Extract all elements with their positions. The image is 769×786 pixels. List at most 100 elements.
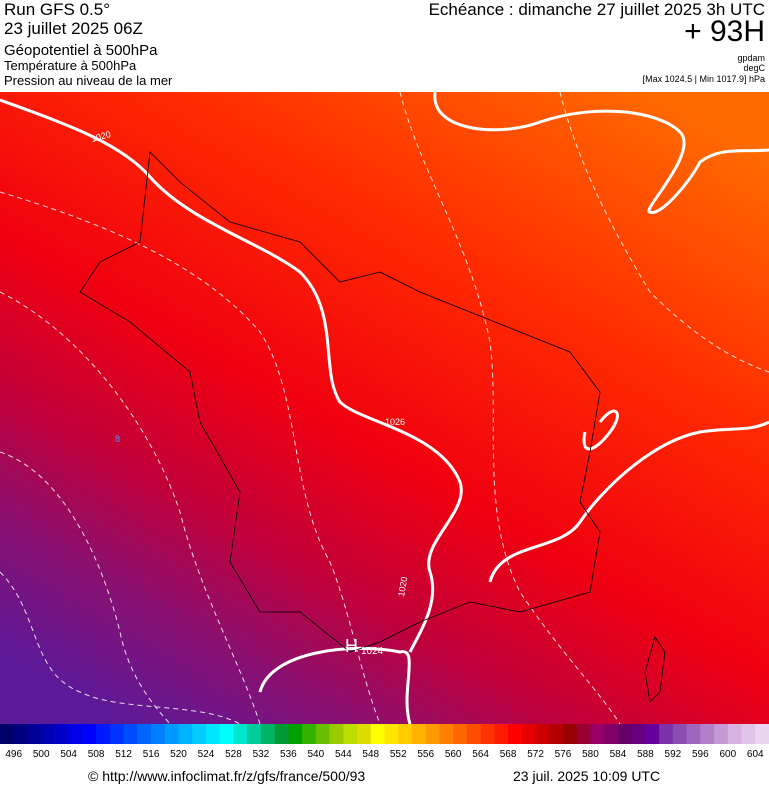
color-swatch (54, 724, 70, 744)
color-swatch (590, 724, 605, 744)
field-label: Température à 500hPa (4, 58, 137, 73)
color-swatch (315, 724, 331, 744)
color-swatch (755, 724, 769, 744)
colorbar-label: 544 (335, 749, 352, 760)
colorbar-label: 600 (719, 749, 736, 760)
run-title: Run GFS 0.5° (4, 0, 111, 19)
color-swatch (96, 724, 111, 744)
colorbar-label: 512 (115, 749, 132, 760)
colorbar-label: 576 (555, 749, 572, 760)
color-swatch (137, 724, 152, 744)
color-swatch (714, 724, 729, 744)
color-swatch (617, 724, 633, 744)
color-swatch (123, 724, 138, 744)
colorbar-label: 556 (417, 749, 434, 760)
color-swatch (659, 724, 674, 744)
colorbar-label: 572 (527, 749, 544, 760)
color-swatch (563, 724, 578, 744)
color-swatch (205, 724, 221, 744)
color-swatch (329, 724, 344, 744)
coastline (79, 151, 601, 653)
colorbar-label: 564 (472, 749, 489, 760)
color-swatch (686, 724, 701, 744)
color-swatch (302, 724, 317, 744)
lead-time: + 93H (684, 15, 765, 48)
color-swatch (576, 724, 591, 744)
color-swatch (27, 724, 42, 744)
color-swatch (109, 724, 125, 744)
high-symbol: H (345, 636, 358, 656)
colorbar-label: 592 (665, 749, 682, 760)
unit: gpdam (737, 53, 765, 63)
colorbar-label: 604 (747, 749, 764, 760)
color-swatch (631, 724, 646, 744)
color-swatch (288, 724, 303, 744)
run-date: 23 juillet 2025 06Z (4, 19, 143, 38)
color-swatch (466, 724, 482, 744)
contour-label: 1026 (385, 417, 405, 427)
timestamp: 23 juil. 2025 10:09 UTC (513, 768, 661, 784)
echeance: Echéance : dimanche 27 juillet 2025 3h U… (428, 0, 765, 19)
color-swatch (41, 724, 56, 744)
color-swatch (260, 724, 276, 744)
pressure-range: [Max 1024.5 | Min 1017.9] hPa (642, 74, 765, 84)
field-label: Pression au niveau de la mer (4, 73, 173, 88)
colorbar-label: 584 (610, 749, 627, 760)
colorbar: 496 500 504 508 512 516 520 524 528 532 536 540 544 5… (0, 724, 769, 760)
color-swatch (82, 724, 97, 744)
color-swatch (741, 724, 756, 744)
high-value: 1024 (361, 646, 384, 657)
color-swatch (233, 724, 248, 744)
corsica (644, 636, 666, 703)
color-swatch (700, 724, 715, 744)
color-swatch (219, 724, 234, 744)
colorbar-label: 580 (582, 749, 599, 760)
color-swatch (384, 724, 399, 744)
color-swatch (343, 724, 358, 744)
color-swatch (521, 724, 537, 744)
color-swatch (494, 724, 509, 744)
temperature-label: 8 (115, 434, 120, 444)
colorbar-label: 552 (390, 749, 407, 760)
color-swatch (727, 724, 743, 744)
color-swatch (0, 724, 15, 744)
color-swatch (164, 724, 180, 744)
color-swatch (645, 724, 660, 744)
colorbar-label: 536 (280, 749, 297, 760)
color-swatch (13, 724, 28, 744)
color-swatch (508, 724, 523, 744)
color-swatch (453, 724, 468, 744)
color-swatch (672, 724, 688, 744)
field-label: Géopotentiel à 500hPa (4, 42, 158, 59)
colorbar-label: 540 (307, 749, 324, 760)
source-url: © http://www.infoclimat.fr/z/gfs/france/… (88, 768, 366, 784)
map: 1020 1026 1020 8 H 1024 (0, 92, 769, 724)
colorbar-label: 524 (198, 749, 215, 760)
color-swatch (480, 724, 495, 744)
isotherms (0, 92, 769, 724)
colorbar-label: 520 (170, 749, 187, 760)
color-swatch (439, 724, 454, 744)
colorbar-label: 504 (60, 749, 77, 760)
color-swatch (370, 724, 385, 744)
color-swatch (535, 724, 550, 744)
colorbar-label: 532 (253, 749, 270, 760)
color-swatch (68, 724, 83, 744)
color-swatch (425, 724, 440, 744)
colorbar-label: 508 (88, 749, 105, 760)
color-swatch (357, 724, 372, 744)
color-swatch (274, 724, 289, 744)
colorbar-label: 560 (445, 749, 462, 760)
color-swatch (247, 724, 262, 744)
color-swatch (178, 724, 193, 744)
colorbar-label: 496 (5, 749, 22, 760)
contour-label: 1020 (396, 576, 409, 597)
colorbar-label: 500 (33, 749, 50, 760)
unit: degC (743, 63, 765, 73)
color-swatch (411, 724, 427, 744)
color-swatch (151, 724, 166, 744)
color-swatch (192, 724, 207, 744)
color-swatch (549, 724, 564, 744)
colorbar-label: 588 (637, 749, 654, 760)
